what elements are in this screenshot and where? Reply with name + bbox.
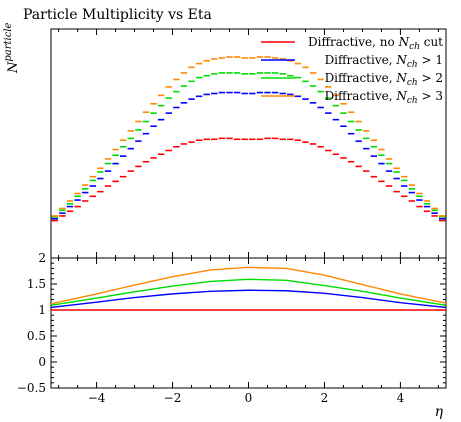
main-series-2 [51,72,446,218]
x-tick-label: −2 [164,391,182,405]
main-series-3 [51,56,446,217]
x-axis-label: η [435,404,444,420]
main-series-0 [51,137,446,222]
main-y-axis-label-sup: particle [3,22,14,61]
main-y-axis-label: Nparticle [3,22,21,74]
ratio-x-tick-labels: −4 −2 0 2 4 [88,391,405,405]
ratio-ticks [51,257,446,389]
main-x-ticks [58,29,439,258]
y-tick-label: 0.5 [27,329,46,343]
y-tick-label: 1.5 [27,277,46,291]
x-tick-label: −4 [88,391,106,405]
ratio-series-group [50,266,447,311]
main-series-1 [51,91,446,220]
svg-text:Nparticle: Nparticle [3,22,21,74]
ratio-panel-frame [50,257,447,389]
main-y-axis-label-base: N [6,61,21,74]
legend-entry: Diffractive, no Nch cut [308,35,443,52]
ratio-series-2-line [50,278,447,307]
x-tick-label: 0 [245,391,253,405]
y-tick-label: 2 [38,251,46,265]
chart-title: Particle Multiplicity vs Eta [23,7,212,23]
ratio-y-tick-labels: −0.5 0 0.5 1 1.5 2 [17,251,46,395]
legend-entry: Diffractive, Nch > 2 [325,71,443,88]
ratio-series-1-line [50,289,447,309]
legend-entry: Diffractive, Nch > 1 [325,53,443,70]
x-tick-label: 4 [397,391,405,405]
x-tick-label: 2 [321,391,329,405]
legend-entry: Diffractive, Nch > 3 [325,89,443,106]
y-tick-label: 0 [38,355,46,369]
ratio-series-3-line [50,266,447,305]
y-tick-label: −0.5 [17,381,46,395]
main-series-group [51,56,446,222]
y-tick-label: 1 [38,303,46,317]
